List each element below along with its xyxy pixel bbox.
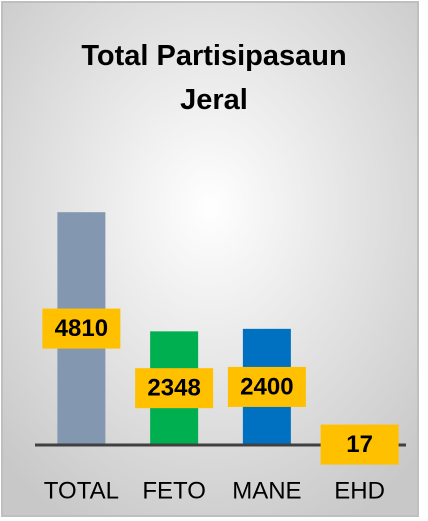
data-label: 4810	[55, 315, 108, 342]
x-tick-label: FETO	[142, 477, 206, 504]
x-tick-label: TOTAL	[44, 477, 119, 504]
data-label: 17	[346, 431, 373, 458]
x-tick-label: MANE	[232, 477, 301, 504]
data-label-box	[135, 368, 214, 409]
data-label-box	[227, 366, 306, 407]
data-label-box	[320, 424, 399, 465]
data-label: 2348	[147, 375, 200, 402]
data-label-box	[42, 308, 121, 349]
x-tick-label: EHD	[334, 477, 385, 504]
data-label: 2400	[240, 373, 293, 400]
chart-title: Total Partisipasaun Jeral	[81, 40, 347, 116]
